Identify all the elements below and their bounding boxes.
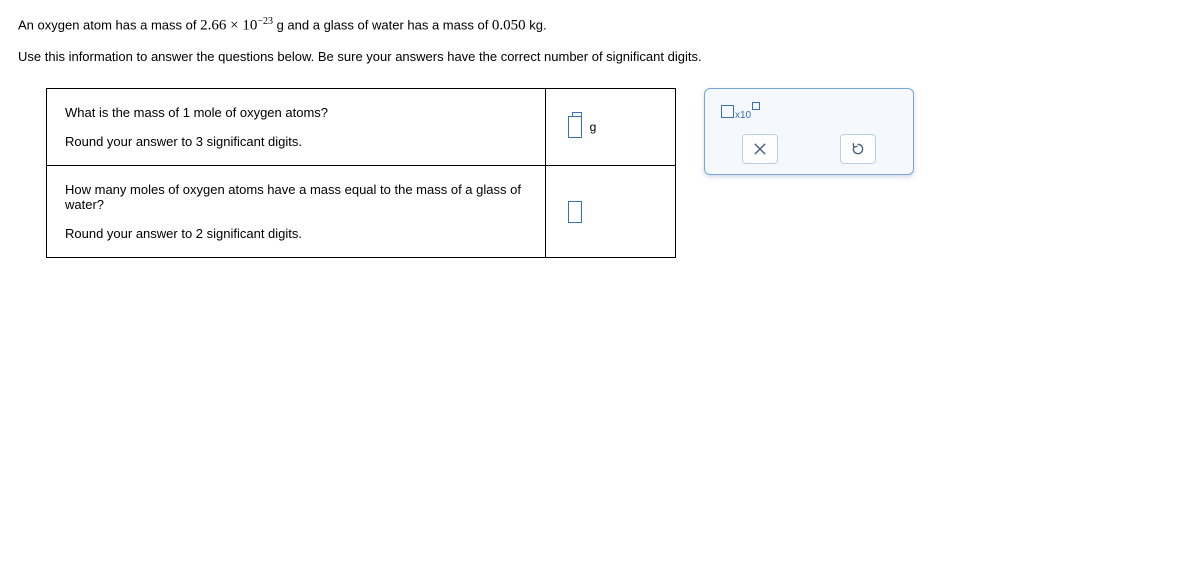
sci-box-icon xyxy=(721,105,734,118)
q1-answer-input[interactable] xyxy=(568,116,582,138)
intro-prefix: An oxygen atom has a mass of xyxy=(18,17,200,32)
sci-x10-label: x10 xyxy=(735,110,751,121)
q2-answer-input[interactable] xyxy=(568,201,582,223)
instruction-line: Use this information to answer the quest… xyxy=(18,47,1182,67)
clear-button[interactable] xyxy=(742,134,778,164)
close-icon xyxy=(752,141,768,157)
reset-button[interactable] xyxy=(840,134,876,164)
q2-text: How many moles of oxygen atoms have a ma… xyxy=(65,182,527,212)
q1-round: Round your answer to 3 significant digit… xyxy=(65,134,527,149)
intro-suffix: kg. xyxy=(526,17,547,32)
mass-coeff: 2.66 xyxy=(200,17,226,33)
times: × xyxy=(226,17,242,33)
q2-round: Round your answer to 2 significant digit… xyxy=(65,226,527,241)
water-mass: 0.050 xyxy=(492,17,526,33)
q1-text: What is the mass of 1 mole of oxygen ato… xyxy=(65,105,527,120)
question-table: What is the mass of 1 mole of oxygen ato… xyxy=(46,88,676,258)
table-row: What is the mass of 1 mole of oxygen ato… xyxy=(47,89,676,166)
table-row: How many moles of oxygen atoms have a ma… xyxy=(47,166,676,258)
intro-mid: g and a glass of water has a mass of xyxy=(273,17,492,32)
undo-icon xyxy=(850,141,866,157)
mass-base: 10 xyxy=(242,17,257,33)
sci-exp-box-icon xyxy=(752,102,760,110)
mass-exp: −23 xyxy=(257,16,273,27)
q1-unit: g xyxy=(590,120,597,134)
scientific-notation-button[interactable]: x10 xyxy=(721,105,760,118)
intro-line-1: An oxygen atom has a mass of 2.66 × 10−2… xyxy=(18,14,1182,37)
tool-panel: x10 xyxy=(704,88,914,175)
